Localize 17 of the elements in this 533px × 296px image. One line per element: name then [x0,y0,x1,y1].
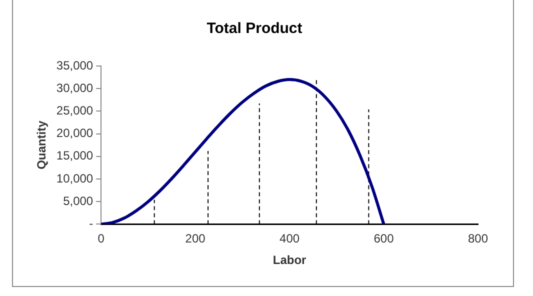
y-tick-label: 10,000 [56,171,94,186]
y-tick-label: 20,000 [56,126,94,140]
y-axis-title: Quantity [34,120,49,170]
x-axis-title: Labor [272,253,307,268]
x-tick-label: 0 [98,232,105,246]
y-tick-label: 35,000 [56,58,94,72]
x-tick-label: 400 [280,232,300,246]
chart-title: Total Product [206,20,302,38]
x-tick-label: 800 [468,232,488,246]
y-tick-label: - [89,216,94,231]
x-tick-label: 200 [185,232,206,246]
x-tick-label: 600 [374,232,394,246]
y-tick-label: 15,000 [56,148,94,163]
line-series [101,78,386,224]
y-tick-label: 30,000 [56,80,94,95]
y-tick-label: 25,000 [56,104,94,118]
y-tick-label: 5,000 [63,194,94,208]
